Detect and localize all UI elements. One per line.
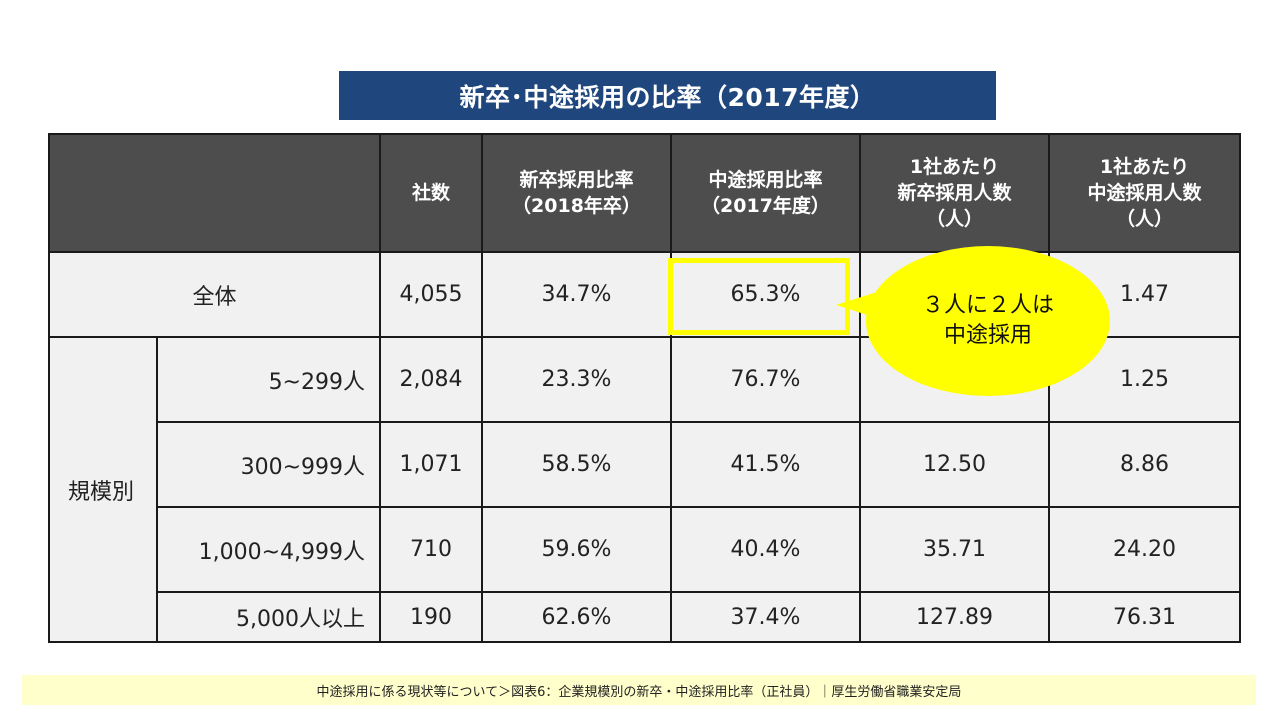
highlight-midcareer-total xyxy=(668,258,850,335)
cell-midcareer-ratio: 41.5% xyxy=(670,421,861,508)
cell-size: 5,000人以上 xyxy=(156,591,381,643)
cell-companies: 2,084 xyxy=(379,336,483,423)
row-label-total: 全体 xyxy=(48,251,381,338)
header-midcareer-ratio: 中途採用比率 （2017年度） xyxy=(670,133,861,253)
cell-midcareer-ratio: 40.4% xyxy=(670,506,861,593)
cell-midcareer-per-company: 8.86 xyxy=(1048,421,1241,508)
hiring-ratio-table: 社数 新卒採用比率 （2018年卒） 中途採用比率 （2017年度） 1社あたり… xyxy=(48,133,1241,643)
header-midcareer-ratio-line1: 中途採用比率 xyxy=(708,169,823,191)
cell-midcareer-ratio: 76.7% xyxy=(670,336,861,423)
header-new-grad-per-company-line1: 1社あたり xyxy=(909,156,1000,178)
cell-new-grad-per-company: 127.89 xyxy=(859,591,1050,643)
cell-midcareer-ratio: 37.4% xyxy=(670,591,861,643)
cell-companies: 1,071 xyxy=(379,421,483,508)
header-new-grad-per-company: 1社あたり 新卒採用人数 （人） xyxy=(859,133,1050,253)
header-midcareer-per-company: 1社あたり 中途採用人数 （人） xyxy=(1048,133,1241,253)
cell-new-grad-ratio: 58.5% xyxy=(481,421,672,508)
cell-new-grad-ratio: 62.6% xyxy=(481,591,672,643)
callout-line2: 中途採用 xyxy=(943,323,1032,348)
page-title: 新卒･中途採用の比率（2017年度） xyxy=(339,71,996,120)
header-row: 社数 新卒採用比率 （2018年卒） 中途採用比率 （2017年度） 1社あたり… xyxy=(48,133,1241,253)
header-new-grad-per-company-line3: （人） xyxy=(925,208,983,230)
cell-size: 1,000~4,999人 xyxy=(156,506,381,593)
cell-new-grad-per-company: 12.50 xyxy=(859,421,1050,508)
header-new-grad-ratio-line1: 新卒採用比率 xyxy=(519,169,634,191)
header-midcareer-per-company-line1: 1社あたり xyxy=(1099,156,1190,178)
callout-line1: ３人に２人は xyxy=(921,293,1054,318)
header-blank xyxy=(48,133,381,253)
cell-midcareer-ratio: 65.3% xyxy=(670,251,861,338)
source-footer: 中途採用に係る現状等について＞図表6：企業規模別の新卒・中途採用比率（正社員）｜… xyxy=(22,675,1256,705)
cell-companies: 4,055 xyxy=(379,251,483,338)
cell-midcareer-per-company: 24.20 xyxy=(1048,506,1241,593)
table-row: 規模別 5~299人 2,084 23.3% 76.7% 0 1.25 xyxy=(48,336,1241,643)
header-new-grad-ratio: 新卒採用比率 （2018年卒） xyxy=(481,133,672,253)
header-companies: 社数 xyxy=(379,133,483,253)
cell-companies: 190 xyxy=(379,591,483,643)
callout-bubble: ３人に２人は 中途採用 xyxy=(866,246,1110,396)
cell-companies: 710 xyxy=(379,506,483,593)
table-row: 1,000~4,999人 710 59.6% 40.4% 35.71 24.20 xyxy=(49,506,1241,593)
table-row: 300~999人 1,071 58.5% 41.5% 12.50 8.86 xyxy=(49,421,1241,508)
header-midcareer-ratio-line2: （2017年度） xyxy=(701,195,830,217)
header-midcareer-per-company-line3: （人） xyxy=(1115,208,1173,230)
cell-midcareer-per-company: 76.31 xyxy=(1048,591,1241,643)
header-midcareer-per-company-line2: 中途採用人数 xyxy=(1087,182,1202,204)
header-new-grad-ratio-line2: （2018年卒） xyxy=(512,195,641,217)
cell-new-grad-ratio: 34.7% xyxy=(481,251,672,338)
cell-new-grad-ratio: 59.6% xyxy=(481,506,672,593)
header-new-grad-per-company-line2: 新卒採用人数 xyxy=(897,182,1012,204)
cell-new-grad-per-company: 35.71 xyxy=(859,506,1050,593)
cell-size: 300~999人 xyxy=(156,421,381,508)
cell-new-grad-ratio: 23.3% xyxy=(481,336,672,423)
cell-size: 5~299人 xyxy=(156,336,381,423)
table-row: 5,000人以上 190 62.6% 37.4% 127.89 76.31 xyxy=(49,591,1241,643)
group-label-by-size: 規模別 xyxy=(48,336,158,643)
